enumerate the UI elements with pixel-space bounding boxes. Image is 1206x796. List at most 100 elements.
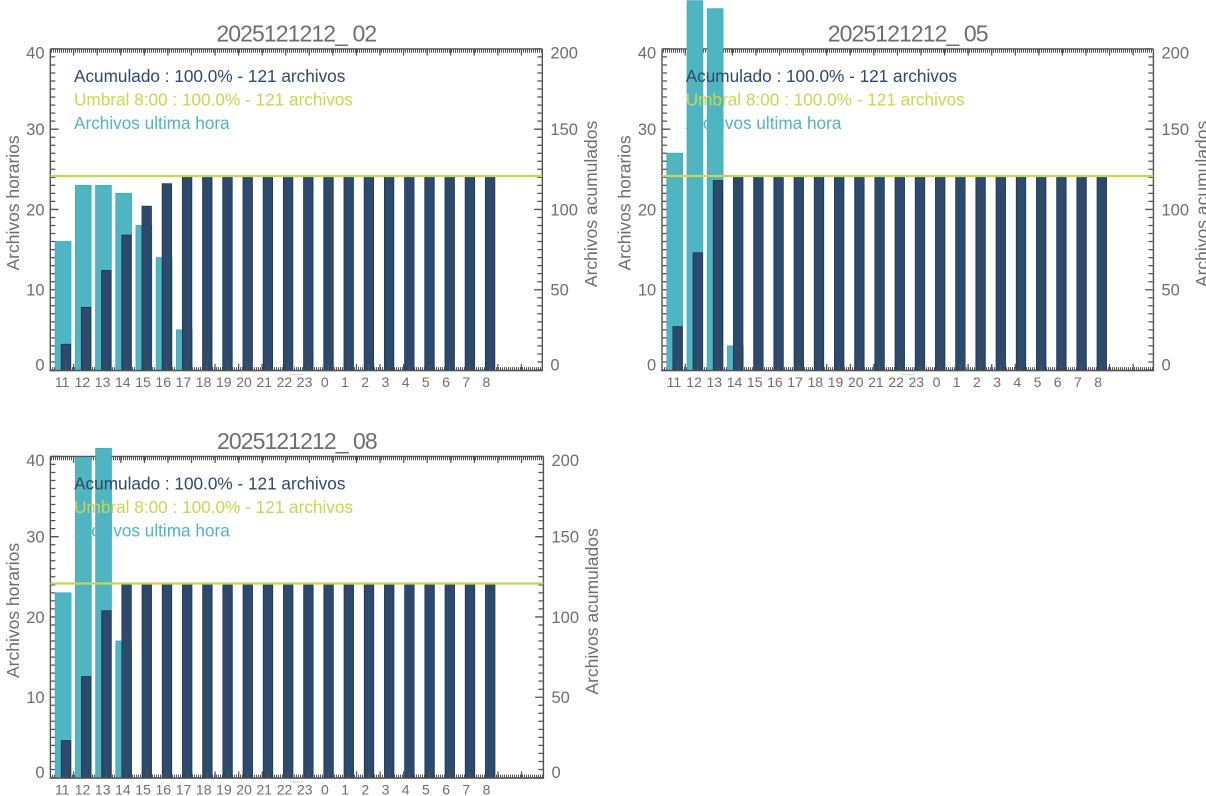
svg-text:20: 20 xyxy=(638,201,656,219)
svg-text:Acumulado : 100.0% - 121 archi: Acumulado : 100.0% - 121 archivos xyxy=(74,473,345,493)
svg-text:Acumulado : 100.0% - 121 archi: Acumulado : 100.0% - 121 archivos xyxy=(686,66,957,86)
svg-text:Archivos ultima hora: Archivos ultima hora xyxy=(74,521,230,541)
svg-text:4: 4 xyxy=(402,782,410,796)
svg-text:5: 5 xyxy=(422,782,430,796)
svg-text:14: 14 xyxy=(115,782,131,796)
svg-text:13: 13 xyxy=(95,374,111,390)
svg-text:4: 4 xyxy=(1013,374,1021,390)
svg-text:10: 10 xyxy=(638,282,656,300)
svg-text:Archivos acumulados: Archivos acumulados xyxy=(1192,121,1206,288)
svg-text:150: 150 xyxy=(552,529,580,547)
svg-text:20: 20 xyxy=(26,201,44,219)
svg-text:Archivos acumulados: Archivos acumulados xyxy=(581,121,601,288)
svg-text:22: 22 xyxy=(277,374,293,390)
svg-text:3: 3 xyxy=(382,782,390,796)
svg-text:21: 21 xyxy=(868,374,884,390)
svg-text:100: 100 xyxy=(552,609,580,627)
svg-text:Archivos ultima hora: Archivos ultima hora xyxy=(686,113,842,133)
svg-text:30: 30 xyxy=(26,121,44,139)
svg-text:15: 15 xyxy=(135,782,151,796)
svg-text:2025121212_ 02: 2025121212_ 02 xyxy=(216,21,376,47)
svg-text:0: 0 xyxy=(552,764,561,782)
svg-text:19: 19 xyxy=(828,374,844,390)
svg-text:19: 19 xyxy=(216,782,232,796)
svg-text:2: 2 xyxy=(361,374,369,390)
svg-text:0: 0 xyxy=(321,374,329,390)
svg-text:0: 0 xyxy=(933,374,941,390)
svg-text:30: 30 xyxy=(638,121,656,139)
svg-text:4: 4 xyxy=(402,374,410,390)
svg-text:14: 14 xyxy=(115,374,131,390)
svg-text:Archivos horarios: Archivos horarios xyxy=(3,135,23,270)
svg-text:18: 18 xyxy=(808,374,824,390)
svg-text:50: 50 xyxy=(552,689,570,707)
svg-text:17: 17 xyxy=(176,374,192,390)
svg-text:8: 8 xyxy=(483,782,491,796)
svg-text:1: 1 xyxy=(341,374,349,390)
svg-text:21: 21 xyxy=(256,374,272,390)
svg-text:15: 15 xyxy=(135,374,151,390)
svg-text:100: 100 xyxy=(1162,201,1190,219)
svg-text:Tiempo (horas): Tiempo (horas) xyxy=(290,780,304,783)
svg-text:0: 0 xyxy=(321,782,329,796)
svg-text:20: 20 xyxy=(848,374,864,390)
svg-text:0: 0 xyxy=(35,357,44,375)
svg-text:Acumulado : 100.0% - 121 archi: Acumulado : 100.0% - 121 archivos xyxy=(74,66,345,86)
svg-text:8: 8 xyxy=(483,374,491,390)
svg-text:2: 2 xyxy=(361,782,369,796)
svg-text:6: 6 xyxy=(442,374,450,390)
svg-text:8: 8 xyxy=(1094,374,1102,390)
svg-text:14: 14 xyxy=(727,374,743,390)
svg-text:11: 11 xyxy=(55,782,70,796)
svg-text:18: 18 xyxy=(196,374,212,390)
svg-text:23: 23 xyxy=(297,374,313,390)
svg-text:50: 50 xyxy=(1162,282,1180,300)
svg-text:2025121212_ 08: 2025121212_ 08 xyxy=(217,428,377,454)
svg-text:12: 12 xyxy=(75,782,91,796)
svg-text:2025121212_ 05: 2025121212_ 05 xyxy=(828,21,988,47)
svg-text:0: 0 xyxy=(1162,357,1171,375)
svg-text:6: 6 xyxy=(442,782,450,796)
svg-text:20: 20 xyxy=(26,609,44,627)
svg-text:17: 17 xyxy=(787,374,803,390)
svg-text:11: 11 xyxy=(667,374,682,390)
svg-text:7: 7 xyxy=(1074,374,1082,390)
svg-text:30: 30 xyxy=(26,529,44,547)
svg-text:Tiempo (horas): Tiempo (horas) xyxy=(901,373,915,376)
svg-text:5: 5 xyxy=(422,374,430,390)
svg-text:1: 1 xyxy=(341,782,349,796)
svg-text:21: 21 xyxy=(257,782,273,796)
svg-text:23: 23 xyxy=(909,374,925,390)
svg-text:7: 7 xyxy=(462,782,470,796)
svg-text:Umbral 8:00 : 100.0% - 121 arc: Umbral 8:00 : 100.0% - 121 archivos xyxy=(74,497,353,517)
svg-text:100: 100 xyxy=(550,201,578,219)
svg-text:Archivos horarios: Archivos horarios xyxy=(615,135,635,270)
svg-text:Archivos horarios: Archivos horarios xyxy=(3,543,23,678)
svg-text:50: 50 xyxy=(550,282,568,300)
svg-text:15: 15 xyxy=(747,374,763,390)
svg-text:17: 17 xyxy=(176,782,192,796)
svg-text:10: 10 xyxy=(26,689,44,707)
svg-text:Tiempo (horas): Tiempo (horas) xyxy=(290,373,304,376)
svg-text:150: 150 xyxy=(550,121,578,139)
svg-text:22: 22 xyxy=(888,374,904,390)
svg-text:3: 3 xyxy=(382,374,390,390)
svg-text:16: 16 xyxy=(767,374,783,390)
svg-text:40: 40 xyxy=(26,452,44,470)
svg-text:20: 20 xyxy=(236,782,252,796)
svg-text:23: 23 xyxy=(297,782,313,796)
svg-text:0: 0 xyxy=(35,764,44,782)
svg-text:11: 11 xyxy=(55,374,70,390)
svg-text:13: 13 xyxy=(95,782,111,796)
svg-text:10: 10 xyxy=(26,282,44,300)
svg-text:Umbral 8:00 : 100.0% - 121 arc: Umbral 8:00 : 100.0% - 121 archivos xyxy=(686,90,965,110)
svg-text:Umbral 8:00 : 100.0% - 121 arc: Umbral 8:00 : 100.0% - 121 archivos xyxy=(74,90,353,110)
svg-text:13: 13 xyxy=(707,374,723,390)
svg-text:16: 16 xyxy=(155,374,171,390)
svg-text:5: 5 xyxy=(1034,374,1042,390)
svg-text:20: 20 xyxy=(236,374,252,390)
svg-text:Archivos acumulados: Archivos acumulados xyxy=(582,528,602,695)
svg-text:6: 6 xyxy=(1054,374,1062,390)
svg-text:7: 7 xyxy=(462,374,470,390)
svg-text:200: 200 xyxy=(550,45,578,63)
